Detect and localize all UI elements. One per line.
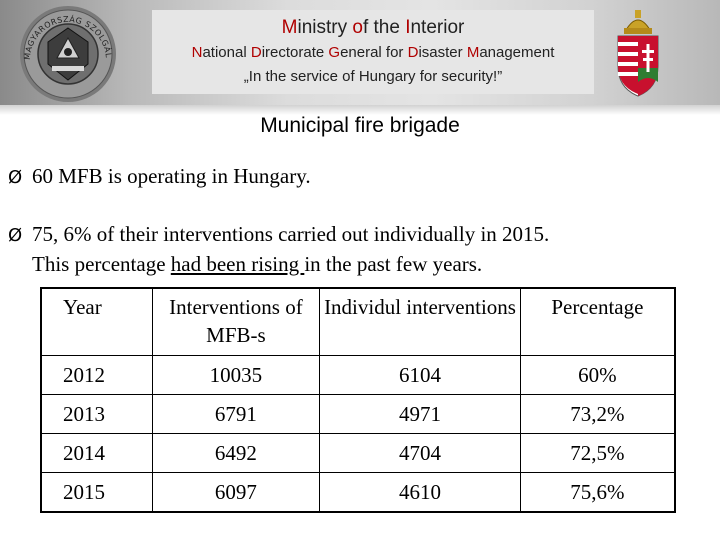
cell-percentage: 73,2% — [519, 394, 676, 434]
table-row: 2015 6097 4610 75,6% — [40, 472, 676, 513]
table-row: 2014 6492 4704 72,5% — [40, 433, 676, 473]
cell-year: 2014 — [40, 433, 153, 473]
cell-individual: 6104 — [319, 355, 521, 395]
cell-year: 2015 — [40, 472, 153, 513]
cell-interventions: 10035 — [151, 355, 321, 395]
bullet-text: 60 MFB is operating in Hungary. — [32, 164, 311, 188]
motto-text: „In the service of Hungary for security!… — [243, 68, 503, 85]
cell-interventions: 6791 — [151, 394, 321, 434]
header-year: Year — [40, 287, 153, 356]
header-shadow — [0, 105, 720, 115]
directorate-subtitle: National Directorate General for Disaste… — [191, 44, 555, 61]
interventions-table: Year Interventions of MFB-s Individul in… — [40, 287, 676, 513]
bullet-text: 75, 6% of their interventions carried ou… — [32, 222, 550, 246]
disaster-management-emblem-icon: MAGYARORSZÁG SZOLGÁLATÁBAN A BIZTONSÁGÉR… — [3, 2, 116, 102]
table-row: 2012 10035 6104 60% — [40, 355, 676, 395]
table-row: 2013 6791 4971 73,2% — [40, 394, 676, 434]
cell-year: 2013 — [40, 394, 153, 434]
ministry-title: Ministry of the Interior — [281, 17, 465, 38]
continuation-text: in the past few years. — [304, 252, 483, 276]
underlined-text: had been rising — [170, 252, 305, 276]
continuation-text: This percentage — [32, 252, 171, 276]
cell-interventions: 6492 — [151, 433, 321, 473]
header-interventions: Interventions of MFB-s — [151, 287, 321, 356]
header-percentage: Percentage — [519, 287, 676, 356]
cell-percentage: 75,6% — [519, 472, 676, 513]
cell-interventions: 6097 — [151, 472, 321, 513]
bullet-individual-share: Ø 75, 6% of their interventions carried o… — [8, 219, 549, 251]
header-title-box: Ministry of the Interior National Direct… — [152, 10, 594, 94]
table-header-row: Year Interventions of MFB-s Individul in… — [40, 287, 676, 356]
header-individual: Individul interventions — [319, 287, 521, 356]
bullet-continuation: This percentage had been rising in the p… — [32, 249, 482, 279]
cell-individual: 4971 — [319, 394, 521, 434]
hungarian-coat-of-arms-icon — [617, 10, 659, 97]
arrow-bullet-icon: Ø — [8, 225, 23, 246]
cell-percentage: 60% — [519, 355, 676, 395]
cell-individual: 4610 — [319, 472, 521, 513]
bullet-mfb-count: Ø 60 MFB is operating in Hungary. — [8, 161, 311, 193]
arrow-bullet-icon: Ø — [8, 167, 23, 188]
cell-year: 2012 — [40, 355, 153, 395]
cell-individual: 4704 — [319, 433, 521, 473]
section-title: Municipal fire brigade — [260, 114, 460, 137]
cell-percentage: 72,5% — [519, 433, 676, 473]
